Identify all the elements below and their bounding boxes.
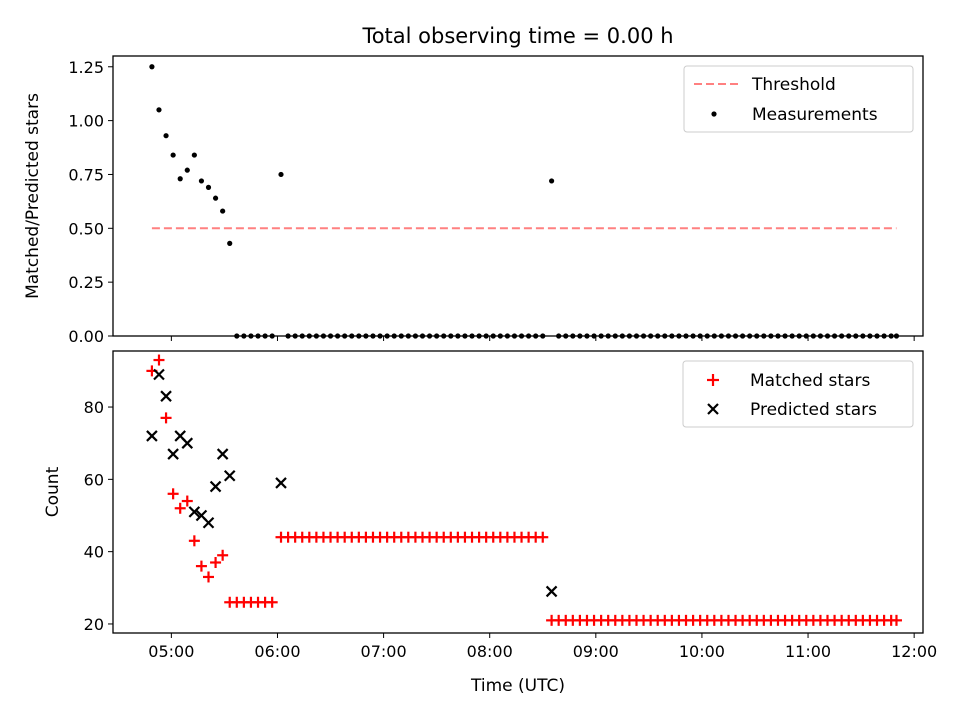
x-axis-label: Time (UTC) (470, 676, 565, 696)
predicted-star-point (146, 430, 158, 442)
predicted-star-point (545, 585, 558, 598)
measurement-point (220, 208, 226, 214)
count-y-tick-label: 20 (84, 615, 104, 634)
matched-star-point (195, 560, 207, 572)
predicted-star-point (188, 506, 201, 518)
measurement-point (227, 240, 233, 246)
count-legend-box (682, 360, 914, 428)
measurement-point (191, 152, 197, 158)
measurement-point (278, 171, 284, 178)
predicted-legend-swatch (707, 403, 719, 415)
predicted-star-point (153, 368, 165, 381)
x-tick-label: 12:00 (891, 642, 937, 661)
predicted-star-point (216, 448, 229, 460)
count-y-axis-label: Count (43, 466, 63, 517)
x-tick-label: 09:00 (573, 642, 619, 661)
count-legend: Matched stars Predicted stars (682, 360, 914, 428)
measurement-point (212, 195, 219, 201)
chart-title: Total observing time = 0.00 h (361, 24, 673, 48)
ratio-legend-box (683, 65, 914, 133)
measurement-point (198, 178, 205, 184)
measurements-legend-label: Measurements (752, 105, 878, 125)
predicted-star-point (275, 477, 287, 489)
measurement-point (205, 184, 212, 190)
count-y-tick-label: 40 (84, 543, 104, 562)
ratio-y-tick-label: 0.00 (68, 327, 104, 346)
predicted-star-point (223, 469, 236, 482)
ratio-y-axis-label: Matched/Predicted stars (23, 93, 43, 299)
ratio-legend: Threshold Measurements (683, 65, 914, 133)
matched-star-point (217, 549, 229, 561)
matched-star-point (203, 571, 215, 583)
x-tick-label: 05:00 (148, 642, 194, 661)
matched-star-point (210, 557, 222, 568)
predicted-star-point (181, 437, 194, 449)
matched-legend-label: Matched stars (750, 371, 870, 391)
measurement-point (549, 178, 555, 184)
measurement-point (156, 107, 162, 113)
predicted-legend-label: Predicted stars (750, 400, 877, 420)
measurement-point (163, 133, 169, 139)
measurement-point (177, 176, 183, 182)
matched-star-point (890, 614, 902, 626)
count-plot-frame (112, 350, 924, 634)
matched-legend-swatch (707, 374, 719, 386)
ratio-y-tick-label: 0.25 (68, 273, 104, 292)
measurement-point (149, 64, 155, 70)
measurement-point (184, 167, 190, 173)
ratio-y-tick-label: 1.00 (68, 112, 104, 131)
count-y-tick-label: 80 (84, 398, 104, 417)
predicted-star-point (202, 516, 215, 529)
matched-star-point (167, 488, 179, 500)
predicted-star-point (167, 448, 179, 460)
x-tick-label: 08:00 (467, 642, 513, 661)
matched-star-point (153, 354, 165, 366)
ratio-y-tick-label: 0.50 (68, 219, 104, 238)
matched-star-point (188, 535, 200, 547)
measurements-legend-swatch (711, 111, 717, 117)
x-tick-label: 06:00 (254, 642, 300, 661)
predicted-star-point (160, 390, 172, 402)
ratio-plot-frame (112, 55, 924, 337)
count-plot-area: 05:00 06:00 07:00 08:00 09:00 10:00 11:00 12:00… (84, 354, 937, 661)
count-y-tick-label: 60 (84, 470, 104, 489)
x-tick-label: 07:00 (361, 642, 407, 661)
measurement-point (170, 152, 176, 158)
x-tick-label: 11:00 (785, 642, 831, 661)
threshold-legend-label: Threshold (751, 75, 836, 95)
matched-star-point (181, 495, 193, 507)
matched-star-point (174, 502, 186, 514)
matched-star-point (537, 531, 549, 543)
matched-star-point (160, 412, 172, 424)
ratio-y-tick-label: 1.25 (68, 58, 104, 77)
predicted-star-point (209, 480, 222, 493)
x-tick-label: 10:00 (679, 642, 725, 661)
matched-star-point (266, 596, 278, 608)
ratio-y-tick-label: 0.75 (68, 165, 104, 184)
